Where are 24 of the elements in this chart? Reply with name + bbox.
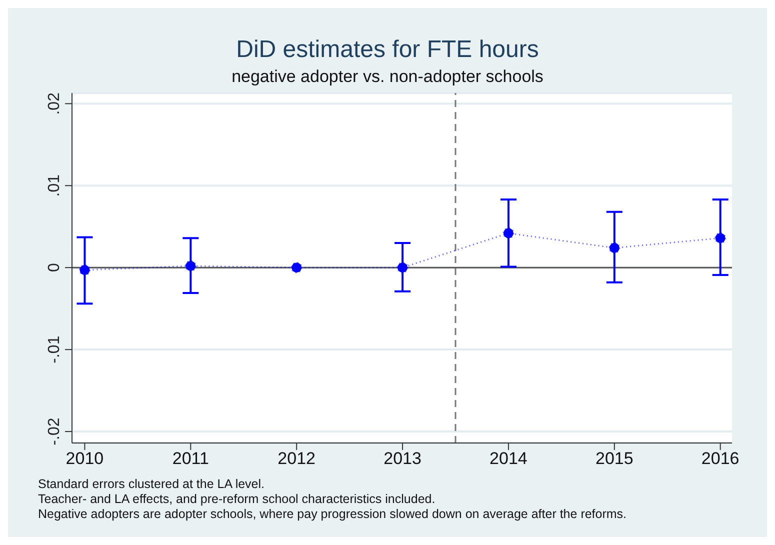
x-tick-label: 2012 bbox=[278, 449, 316, 468]
x-tick-label: 2016 bbox=[701, 449, 740, 468]
point bbox=[608, 242, 620, 254]
point bbox=[502, 227, 514, 239]
point bbox=[290, 262, 302, 274]
text: Negative adopters are adopter schools, where pay progression slowed down on average after the reforms. bbox=[38, 507, 628, 522]
point bbox=[78, 264, 90, 276]
y-tick-label: -.02 bbox=[46, 418, 63, 446]
point bbox=[396, 262, 408, 274]
x-tick-label: 2013 bbox=[384, 449, 422, 468]
text: Teacher- and LA effects, and pre-reform school characteristics included. bbox=[38, 492, 436, 507]
y-tick-label: 0 bbox=[46, 263, 63, 272]
chart-subtitle: negative adopter vs. non-adopter schools bbox=[230, 67, 544, 87]
y-tick-label: -.01 bbox=[46, 336, 63, 364]
point bbox=[714, 232, 726, 244]
text: Standard errors clustered at the LA level. bbox=[38, 477, 266, 492]
x-tick-label: 2010 bbox=[66, 449, 104, 468]
x-tick-label: 2015 bbox=[595, 449, 634, 468]
point bbox=[184, 260, 196, 272]
y-tick-label: .01 bbox=[46, 174, 63, 197]
y-tick-label: .02 bbox=[46, 92, 63, 115]
chart-title: DiD estimates for FTE hours bbox=[235, 35, 540, 64]
x-tick-label: 2014 bbox=[490, 449, 528, 468]
x-tick-label: 2011 bbox=[172, 449, 209, 468]
